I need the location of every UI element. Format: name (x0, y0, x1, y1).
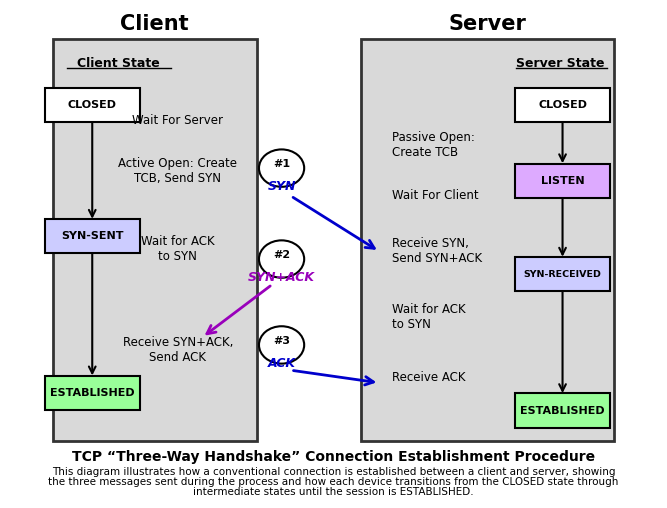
Text: SYN+ACK: SYN+ACK (248, 271, 315, 284)
Text: SYN-SENT: SYN-SENT (61, 231, 123, 241)
Text: Receive ACK: Receive ACK (392, 371, 465, 384)
Text: Server State: Server State (516, 57, 605, 70)
Text: Receive SYN+ACK,
Send ACK: Receive SYN+ACK, Send ACK (123, 336, 233, 364)
FancyBboxPatch shape (515, 88, 610, 122)
FancyBboxPatch shape (53, 39, 257, 441)
Text: the three messages sent during the process and how each device transitions from : the three messages sent during the proce… (48, 478, 619, 487)
Text: Active Open: Create
TCB, Send SYN: Active Open: Create TCB, Send SYN (118, 156, 237, 184)
Text: ESTABLISHED: ESTABLISHED (50, 388, 135, 398)
Text: TCP “Three-Way Handshake” Connection Establishment Procedure: TCP “Three-Way Handshake” Connection Est… (72, 450, 595, 464)
FancyBboxPatch shape (515, 257, 610, 292)
Text: intermediate states until the session is ESTABLISHED.: intermediate states until the session is… (193, 488, 474, 497)
Text: SYN: SYN (267, 180, 296, 194)
Text: Wait for ACK
to SYN: Wait for ACK to SYN (392, 303, 465, 331)
Text: Client State: Client State (77, 57, 160, 70)
FancyBboxPatch shape (45, 88, 139, 122)
Text: ESTABLISHED: ESTABLISHED (520, 405, 605, 416)
Text: CLOSED: CLOSED (538, 100, 587, 110)
Text: CLOSED: CLOSED (68, 100, 117, 110)
Text: ACK: ACK (267, 357, 295, 370)
Text: This diagram illustrates how a conventional connection is established between a : This diagram illustrates how a conventio… (52, 467, 615, 477)
FancyBboxPatch shape (45, 376, 139, 410)
FancyBboxPatch shape (361, 39, 614, 441)
Text: Wait For Server: Wait For Server (132, 114, 223, 126)
Text: #2: #2 (273, 250, 290, 260)
Text: Wait for ACK
to SYN: Wait for ACK to SYN (141, 235, 215, 263)
FancyBboxPatch shape (515, 393, 610, 428)
Text: Wait For Client: Wait For Client (392, 189, 478, 202)
FancyBboxPatch shape (515, 164, 610, 198)
Text: Receive SYN,
Send SYN+ACK: Receive SYN, Send SYN+ACK (392, 237, 482, 266)
Text: LISTEN: LISTEN (541, 176, 584, 186)
FancyBboxPatch shape (45, 219, 139, 253)
Text: Server: Server (448, 14, 526, 34)
Text: Passive Open:
Create TCB: Passive Open: Create TCB (392, 132, 474, 160)
Text: SYN-RECEIVED: SYN-RECEIVED (524, 270, 602, 279)
Text: #1: #1 (273, 159, 290, 169)
Text: Client: Client (120, 14, 189, 34)
Text: #3: #3 (273, 336, 290, 346)
